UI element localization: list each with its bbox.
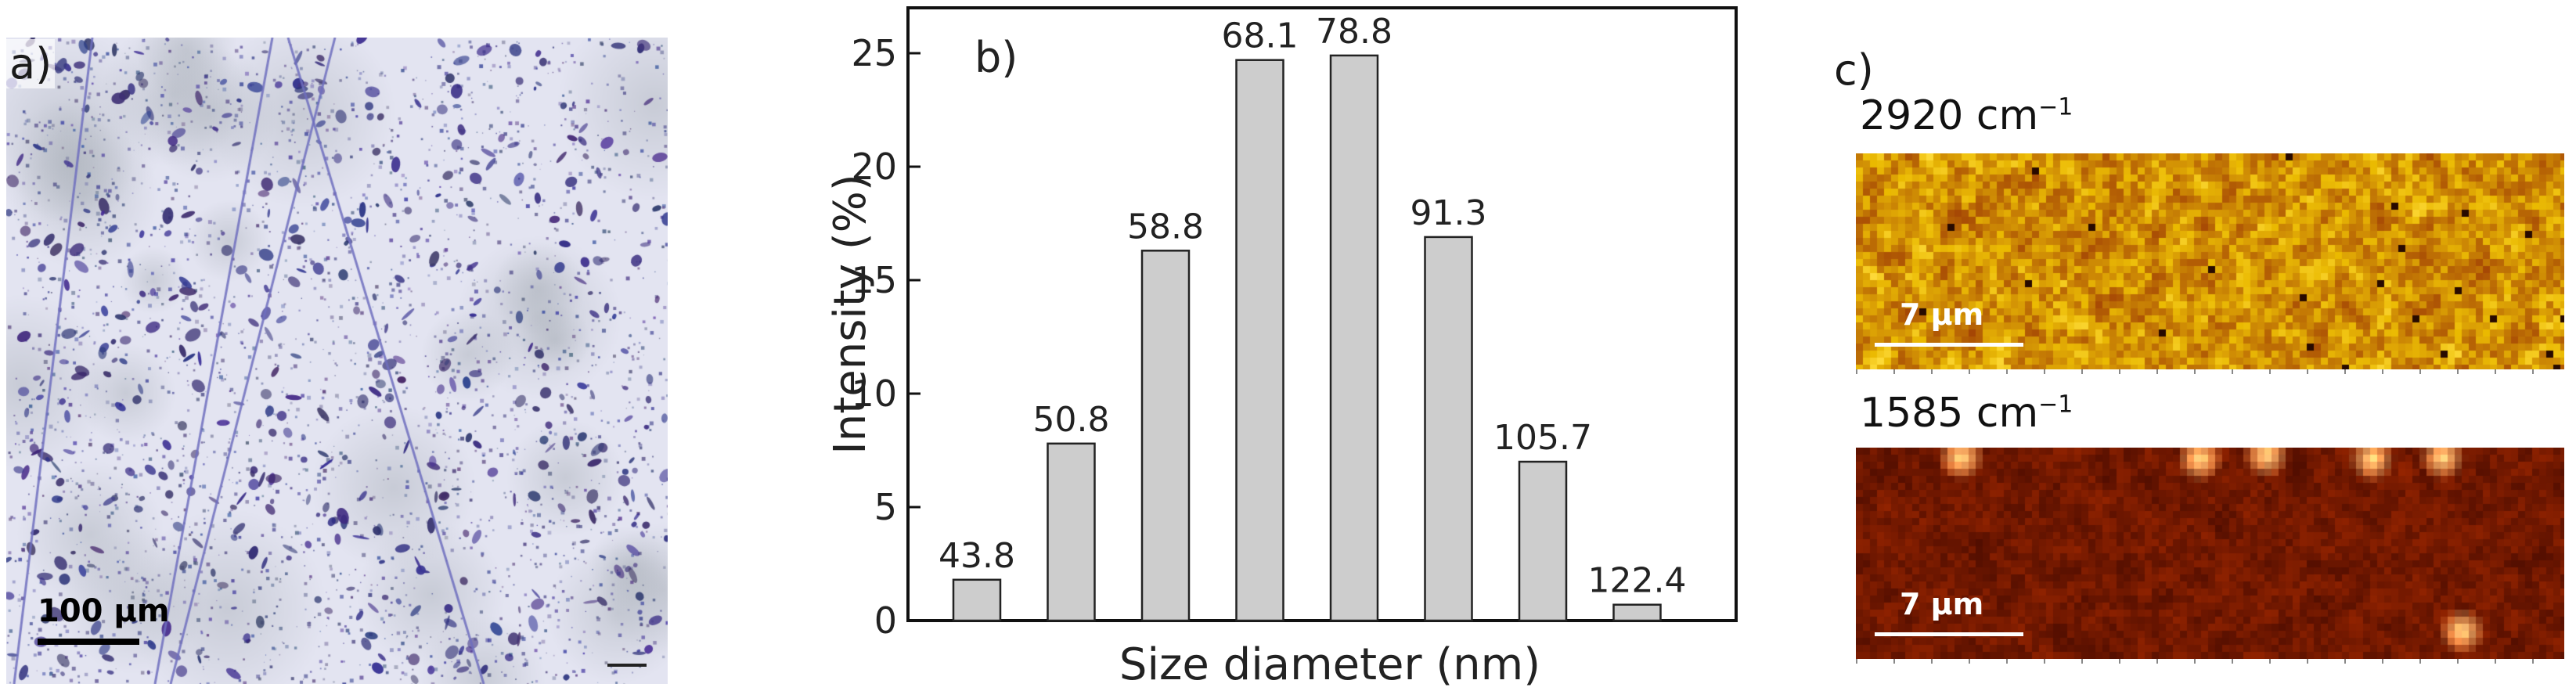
bar (1140, 250, 1191, 622)
bar-value-label: 68.1 (1222, 16, 1299, 56)
map-wavenumber: 1585 (1860, 390, 1964, 437)
bar-value-label: 58.8 (1127, 207, 1204, 247)
map-ticks (1856, 369, 2564, 374)
bar (1047, 442, 1096, 622)
bar-value-label: 105.7 (1493, 418, 1592, 458)
optical-micrograph (6, 38, 668, 684)
bar (1329, 54, 1379, 622)
map-unit-exponent: −1 (2038, 390, 2073, 419)
y-tick-label: 15 (851, 259, 897, 301)
bar-value-label: 50.8 (1033, 400, 1110, 440)
map-scale-bar (1875, 343, 2023, 347)
y-axis-label: Intensity (%) (825, 174, 876, 454)
panel-a-label: a) (6, 39, 56, 88)
bar (1424, 236, 1473, 622)
map-unit-exponent: −1 (2038, 93, 2073, 121)
map-unit: cm (1976, 390, 2039, 437)
plot-frame (906, 6, 1738, 622)
scale-bar-label: 100 μm (38, 593, 170, 629)
bar (1612, 603, 1662, 622)
raman-map-image (1856, 153, 2564, 369)
raman-maps-panel: c) 2920 cm−1 7 μm 1585 cm−1 7 μm (1792, 0, 2575, 691)
map-title-1585: 1585 cm−1 (1860, 390, 2073, 437)
raman-map-1585: 7 μm (1856, 448, 2564, 659)
raman-map-image (1856, 448, 2564, 659)
bar-value-label: 43.8 (939, 536, 1015, 576)
map-ticks (1856, 659, 2564, 664)
panel-b-label: b) (975, 33, 1018, 82)
bar-chart: 0 5 10 15 20 25 43.8 50.8 58.8 68.1 78.8 91.3 105.7 1… (825, 6, 1738, 690)
embedded-scale-bar (607, 664, 647, 667)
bar-value-label: 78.8 (1316, 12, 1392, 52)
bar (1518, 460, 1568, 622)
map-wavenumber: 2920 (1860, 92, 1964, 139)
micrograph-panel: 100 μm (6, 38, 668, 684)
scale-bar (38, 639, 139, 645)
map-scale-bar (1875, 632, 2023, 636)
y-tick-label: 20 (851, 146, 897, 188)
map-scale-label: 7 μm (1900, 587, 1984, 621)
raman-map-2920: 7 μm (1856, 153, 2564, 369)
panel-c-label: c) (1834, 45, 1874, 95)
map-scale-label: 7 μm (1900, 297, 1984, 332)
x-axis-label: Size diameter (nm) (1119, 639, 1540, 690)
bar-value-label: 91.3 (1410, 193, 1487, 233)
y-tick-label: 10 (851, 372, 897, 415)
size-distribution-panel: 0 5 10 15 20 25 43.8 50.8 58.8 68.1 78.8 91.3 105.7 1… (673, 0, 1769, 691)
y-tick-label: 0 (874, 599, 897, 642)
y-tick-label: 25 (851, 32, 897, 74)
bar-value-label: 122.4 (1588, 561, 1687, 601)
y-tick-label: 5 (874, 486, 897, 528)
bar (1235, 59, 1284, 622)
bar (952, 578, 1002, 622)
map-unit: cm (1976, 92, 2039, 139)
map-title-2920: 2920 cm−1 (1860, 92, 2073, 139)
